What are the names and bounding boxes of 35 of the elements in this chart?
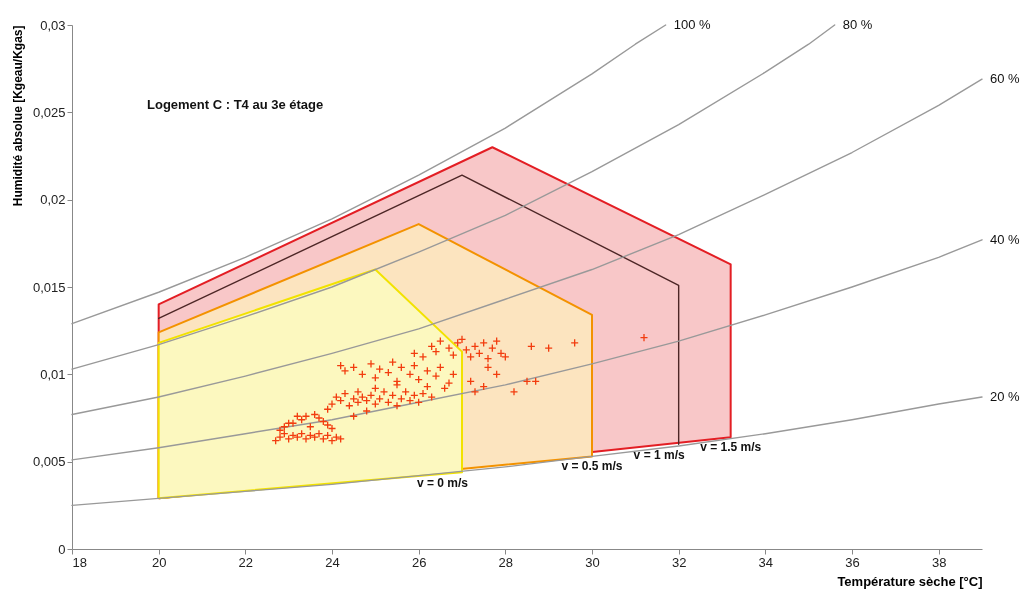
y-tick-label: 0,015	[32, 279, 66, 295]
annotation: Logement C : T4 au 3e étage	[147, 97, 324, 112]
x-tick-label: 36	[845, 554, 860, 570]
series-label: 100 %	[673, 17, 711, 32]
x-tick-label: 24	[325, 554, 340, 570]
line-series	[71, 396, 983, 507]
y-tick-label: 0,02	[40, 192, 66, 208]
y-axis-title: Humidité absolue [Kgeau/Kgas]	[10, 25, 25, 207]
x-axis-title: Température sèche [°C]	[837, 573, 983, 589]
series-label: v = 1 m/s	[633, 448, 685, 463]
x-tick-label: 20	[151, 554, 167, 570]
series-label: v = 0 m/s	[416, 476, 469, 491]
x-tick-label: 38	[931, 554, 947, 570]
x-tick-label: 26	[411, 554, 427, 570]
y-tick-label: 0,005	[32, 454, 66, 470]
y-tick-label: 0	[58, 541, 66, 557]
x-tick-label: 32	[671, 554, 687, 570]
x-tick-label: 22	[238, 554, 254, 570]
x-tick-label: 34	[758, 554, 774, 570]
line-series	[157, 174, 680, 445]
line-series	[71, 78, 983, 416]
line-series	[71, 239, 983, 461]
series-label: v = 0.5 m/s	[561, 459, 623, 474]
y-tick-label: 0,03	[40, 17, 66, 33]
y-tick-label: 0,025	[32, 104, 66, 120]
x-tick-label: 30	[585, 554, 600, 570]
x-tick-label: 28	[498, 554, 514, 570]
y-tick-label: 0,01	[40, 366, 66, 382]
series-label: 40 %	[990, 231, 1021, 247]
series-label: 60 %	[990, 71, 1021, 87]
series-label: 20 %	[990, 389, 1021, 405]
x-tick-label: 18	[72, 554, 87, 570]
line-series	[71, 24, 667, 325]
series-label: 80 %	[842, 17, 873, 32]
series-label: v = 1.5 m/s	[700, 440, 762, 455]
